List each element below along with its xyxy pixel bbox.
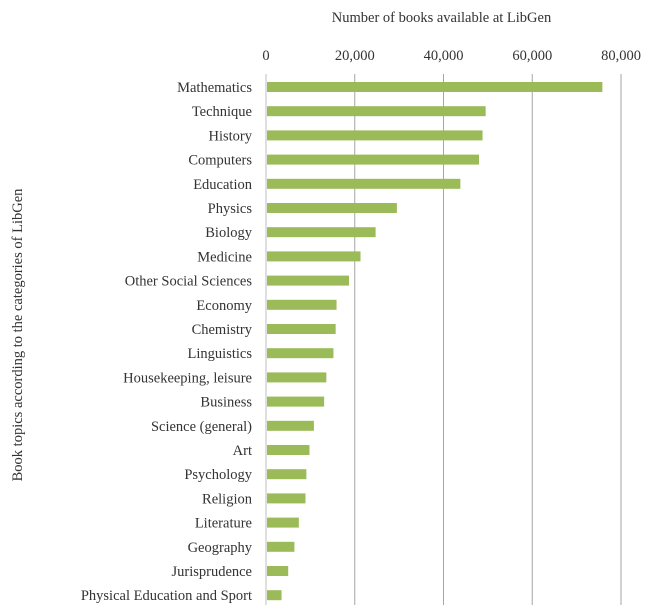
category-label: Biology (205, 225, 252, 241)
bar (267, 372, 327, 383)
bar (267, 590, 282, 601)
category-label: Medicine (197, 249, 252, 265)
bar (267, 275, 349, 286)
category-label: Psychology (184, 467, 252, 483)
category-label: Technique (192, 104, 252, 120)
category-label: Science (general) (151, 419, 252, 435)
y-axis-title: Book topics according to the categories … (10, 188, 26, 481)
category-label: Other Social Sciences (125, 274, 253, 290)
category-label: Business (200, 395, 252, 411)
bar (267, 178, 461, 189)
gridlines (354, 74, 622, 605)
bar (267, 130, 483, 141)
x-tick-label: 20,000 (335, 48, 375, 64)
bar (267, 517, 299, 528)
bar (267, 493, 306, 504)
category-label: Housekeeping, leisure (123, 370, 252, 386)
bar (267, 420, 314, 431)
category-label: History (209, 128, 253, 144)
bar (267, 251, 361, 262)
bar (267, 541, 295, 552)
category-label: Literature (195, 516, 252, 532)
x-axis-title: Number of books available at LibGen (332, 10, 552, 26)
x-tick-label: 0 (262, 48, 269, 64)
bar (267, 469, 307, 480)
category-label: Jurisprudence (171, 564, 252, 580)
bar (267, 348, 334, 359)
category-label: Mathematics (177, 80, 252, 96)
category-label: Computers (188, 153, 252, 169)
bar (267, 203, 397, 213)
bar (267, 154, 479, 165)
category-labels: Mathematics Technique History Computers Educ… (81, 80, 253, 604)
x-tick-label: 80,000 (601, 48, 641, 64)
category-label: Physical Education and Sport (81, 588, 252, 604)
x-tick-label: 60,000 (512, 48, 552, 64)
bar (267, 566, 289, 576)
bars (267, 82, 603, 601)
category-label: Chemistry (192, 322, 253, 338)
bar (267, 227, 376, 238)
category-label: Art (233, 443, 252, 459)
bar (267, 106, 486, 117)
bar (267, 396, 325, 407)
category-label: Religion (202, 491, 253, 507)
category-label: Education (193, 177, 253, 193)
x-tick-label: 40,000 (424, 48, 464, 64)
category-label: Linguistics (188, 346, 253, 362)
bar (267, 299, 337, 310)
bar (267, 445, 310, 455)
category-label: Economy (196, 298, 252, 314)
bar (267, 324, 336, 334)
x-tick-labels: 0 20,000 40,000 60,000 80,000 (262, 48, 641, 64)
bar (267, 82, 603, 92)
category-label: Physics (208, 201, 253, 217)
category-label: Geography (188, 540, 253, 556)
